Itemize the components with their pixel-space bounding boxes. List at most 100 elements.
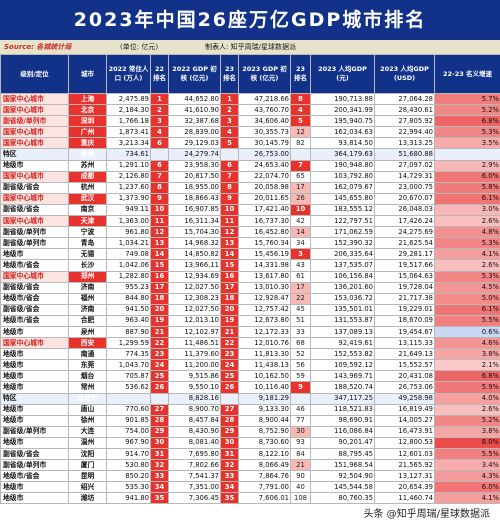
city-cell: 泉州 xyxy=(68,325,107,339)
rank-per-capita-cell: 7 xyxy=(290,159,311,172)
gdp23-cell: 30,355.73 xyxy=(238,126,291,139)
gdp-per-capita-usd-cell: 16,473.91 xyxy=(374,425,435,438)
rank22-cell: 29 xyxy=(150,425,169,438)
level-cell: 地级市 xyxy=(0,348,69,361)
city-cell: 昆明 xyxy=(68,470,107,483)
gdp-per-capita-cny-cell: 200,341.99 xyxy=(310,104,375,117)
gdp-per-capita-cny-cell: 195,940.75 xyxy=(310,115,375,128)
maker-label: 制表人: 知乎周瑞/星球数据派 xyxy=(205,43,296,51)
gdp23-cell: 10,162.50 xyxy=(238,370,291,383)
gdp-per-capita-usd-cell: 29,281.17 xyxy=(374,248,435,261)
gdp22-cell: 7,541.37 xyxy=(168,470,221,483)
city-cell: 烟台 xyxy=(68,370,107,383)
rank22-cell: 6 xyxy=(150,137,169,150)
rank-per-capita-cell: 59 xyxy=(290,370,311,383)
table-header: 级别/定位 城市 2022 常住人口 (万人) 22 排名 2022 GDP 初核 (亿… xyxy=(0,54,500,94)
table-row: 地级市 绍兴 535.30 34 7,351.00 34 7,791.00 40 145,544… xyxy=(0,481,500,494)
level-cell: 副省级/省会 xyxy=(0,203,69,217)
population-cell: 2,184.30 xyxy=(106,104,151,117)
gdp23-cell: 34,606.40 xyxy=(238,115,291,128)
level-cell: 特区 xyxy=(0,148,69,161)
rank22-cell: 7 xyxy=(150,170,169,183)
rank23-cell: 10 xyxy=(220,203,239,217)
gdp-per-capita-usd-cell: 21,625.54 xyxy=(374,237,435,250)
gdp-per-capita-usd-cell: 18,670.09 xyxy=(374,314,435,327)
population-cell: 3,213.34 xyxy=(106,137,151,150)
gdp23-cell: 17,421.40 xyxy=(238,203,291,217)
gdp-per-capita-cny-cell: 92,419.61 xyxy=(310,337,375,350)
column-header: 22 排名 xyxy=(150,54,169,94)
growth-cell: 5.8% xyxy=(434,181,500,194)
gdp22-cell: 41,610.90 xyxy=(168,104,221,117)
table-row: 国家中心城市 西安 1,299.59 22 11,486.51 22 12,010.76 68… xyxy=(0,337,500,350)
rank-per-capita-cell: 14 xyxy=(290,226,311,239)
level-cell: 地级市 xyxy=(0,370,69,383)
gdp23-cell: 16,452.80 xyxy=(238,226,291,239)
rank-per-capita-cell: 45 xyxy=(290,303,311,316)
gdp23-cell: 12,673.80 xyxy=(238,314,291,327)
table-row: 特区 台北市 8,828.16 9,181.29 347,117.25 49,258.98… xyxy=(0,392,500,405)
city-cell: 杭州 xyxy=(68,181,107,194)
gdp-per-capita-usd-cell: 12,601.03 xyxy=(374,447,435,461)
gdp23-cell: 9,181.29 xyxy=(238,392,291,405)
rank22-cell: 16 xyxy=(150,270,169,283)
gdp23-cell: 8,752.90 xyxy=(238,425,291,438)
gdp23-cell: 43,760.70 xyxy=(238,104,291,117)
gdp-per-capita-usd-cell: 14,005.27 xyxy=(374,414,435,427)
gdp23-cell: 9,133.30 xyxy=(238,403,291,416)
city-cell: 南京 xyxy=(68,203,107,217)
gdp-per-capita-cny-cell: 109,592.12 xyxy=(310,359,375,372)
rank-per-capita-cell: 51 xyxy=(290,314,311,327)
rank23-cell: 24 xyxy=(220,359,239,372)
rank23-cell: 29 xyxy=(220,425,239,438)
level-cell: 特区 xyxy=(0,392,69,405)
gdp-per-capita-cny-cell: 90,201.47 xyxy=(310,436,375,450)
level-cell: 地级市 xyxy=(0,492,69,505)
growth-cell: 8.0% xyxy=(434,436,500,450)
growth-cell: 4.6% xyxy=(434,337,500,350)
rank-per-capita-cell: 17 xyxy=(290,181,311,194)
gdp23-cell: 47,218.66 xyxy=(238,92,291,106)
rank22-cell: 20 xyxy=(150,303,169,316)
table-row: 副省级/省会 济南 955.23 17 12,027.50 17 13,010.30 17 13… xyxy=(0,281,500,294)
rank23-cell: 25 xyxy=(220,370,239,383)
growth-cell: 5.7% xyxy=(434,92,500,106)
gdp-per-capita-usd-cell: 11,460.74 xyxy=(374,492,435,505)
gdp22-cell: 8,457.84 xyxy=(168,414,221,427)
rank-per-capita-cell: 42 xyxy=(290,215,311,228)
growth-cell: 2.1% xyxy=(434,359,500,372)
rank23-cell: 22 xyxy=(220,337,239,350)
table-row: 特区 香港 734.61 24,279.74 26,753.00 364,179.63 51… xyxy=(0,148,500,161)
gdp-per-capita-cny-cell: 88,795.45 xyxy=(310,447,375,461)
rank-per-capita-cell: 34 xyxy=(290,237,311,250)
population-cell: 949.11 xyxy=(106,203,151,217)
rank22-cell: 12 xyxy=(150,226,169,239)
gdp22-cell: 20,817.50 xyxy=(168,170,221,183)
gdp23-cell: 8,122.10 xyxy=(238,447,291,461)
gdp-per-capita-cny-cell: 92,504.90 xyxy=(310,470,375,483)
table-row: 国家中心城市 上海 2,475.89 1 44,652.80 1 47,218.66 8 190… xyxy=(0,92,500,106)
gdp22-cell: 23,958.30 xyxy=(168,159,221,172)
rank22-cell: 32 xyxy=(150,459,169,472)
population-cell: 1,043.70 xyxy=(106,359,151,372)
level-cell: 国家中心城市 xyxy=(0,215,69,228)
table-row: 国家中心城市 广州 1,873.41 4 28,839.00 4 30,355.73 12 16… xyxy=(0,126,500,139)
population-cell: 1,282.80 xyxy=(106,270,151,283)
gdp22-cell: 24,279.74 xyxy=(168,148,221,161)
city-cell: 广州 xyxy=(68,126,107,139)
gdp-per-capita-cny-cell: 135,501.01 xyxy=(310,303,375,316)
level-cell: 副省级/单列市 xyxy=(0,425,69,438)
city-cell: 东莞 xyxy=(68,359,107,372)
city-cell: 济南 xyxy=(68,281,107,294)
city-cell: 徐州 xyxy=(68,414,107,427)
table-row: 地级市/省会 昆明 850.20 33 7,541.37 33 7,864.76 90 92,5… xyxy=(0,470,500,483)
gdp-per-capita-usd-cell: 14,729.31 xyxy=(374,170,435,183)
city-cell: 长沙 xyxy=(68,259,107,272)
growth-cell: 2.6% xyxy=(434,403,500,416)
gdp-per-capita-usd-cell: 13,313.25 xyxy=(374,137,435,150)
city-cell: 西安 xyxy=(68,337,107,350)
rank-per-capita-cell: 56 xyxy=(290,359,311,372)
growth-cell: 5.5% xyxy=(434,447,500,461)
growth-cell: 6.0% xyxy=(434,481,500,494)
city-cell: 上海 xyxy=(68,92,107,106)
